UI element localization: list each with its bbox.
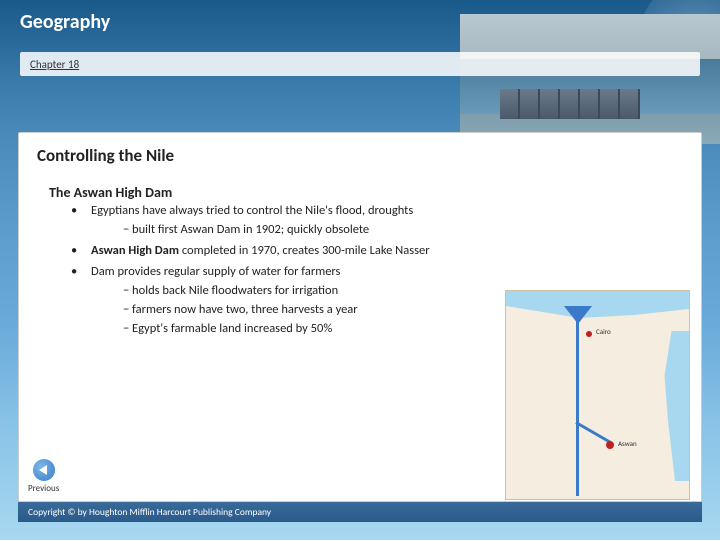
map-red-sea — [654, 331, 689, 481]
bullet-2-text: Aswan High Dam completed in 1970, create… — [91, 243, 430, 258]
previous-label: Previous — [28, 483, 59, 494]
map-dot-cairo — [586, 331, 592, 337]
bullet-icon: • — [71, 203, 91, 218]
bullet-2-bold: Aswan High Dam — [91, 243, 179, 258]
map-label-aswan: Aswan — [618, 439, 637, 448]
bullet-1: • Egyptians have always tried to control… — [71, 203, 683, 218]
map-label-cairo: Cairo — [596, 327, 611, 336]
chapter-bar: Chapter 18 — [20, 52, 700, 76]
bullet-3: • Dam provides regular supply of water f… — [71, 264, 683, 279]
section-title: Controlling the Nile — [37, 145, 683, 166]
previous-icon — [33, 459, 55, 481]
copyright-text: Copyright © by Houghton Mifflin Harcourt… — [28, 506, 271, 518]
chapter-label: Chapter 18 — [30, 58, 79, 71]
bullet-icon: • — [71, 243, 91, 258]
copyright-bar: Copyright © by Houghton Mifflin Harcourt… — [18, 502, 702, 522]
subtitle: The Aswan High Dam — [49, 184, 683, 201]
map-nile-branch — [575, 421, 611, 444]
bullet-icon: • — [71, 264, 91, 279]
bullet-3-text: Dam provides regular supply of water for… — [91, 264, 340, 279]
map-dot-aswan — [606, 441, 614, 449]
bullet-1-text: Egyptians have always tried to control t… — [91, 203, 413, 218]
page-title: Geography — [20, 10, 110, 34]
egypt-map: Cairo Aswan — [505, 290, 690, 500]
bullet-2: • Aswan High Dam completed in 1970, crea… — [71, 243, 683, 258]
previous-button[interactable]: Previous — [28, 459, 59, 494]
map-mediterranean — [506, 291, 689, 321]
sub-1: − built first Aswan Dam in 1902; quickly… — [123, 222, 683, 237]
dam-photo — [460, 14, 720, 144]
bullet-2-rest: completed in 1970, creates 300-mile Lake… — [179, 243, 430, 258]
map-nile-river — [576, 316, 579, 496]
